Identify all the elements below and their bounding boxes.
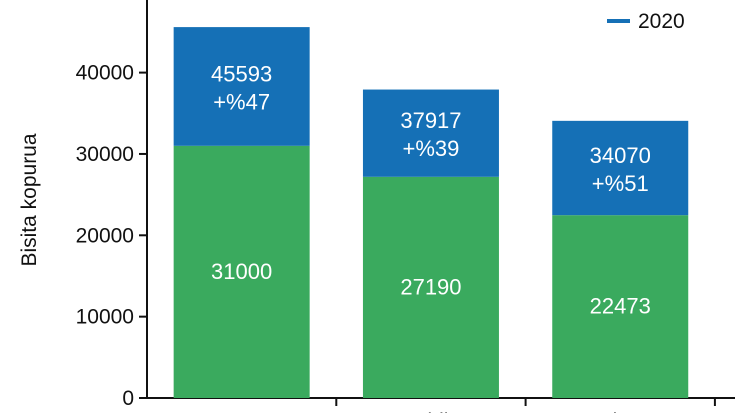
y-tick-label: 50000 <box>76 0 134 3</box>
bar-total-label: 37917 <box>400 108 461 133</box>
y-axis-title: Bisita kopurua <box>18 133 41 266</box>
x-tick-label: Apirila <box>402 410 461 413</box>
x-tick-label: Maiatza <box>583 410 657 413</box>
bar-change-label: +%51 <box>592 171 649 196</box>
y-tick-label: 20000 <box>76 224 134 247</box>
y-tick-label: 30000 <box>76 143 134 166</box>
chart-axes: 0 10000 20000 30000 40000 50000 Martxoa Apirila… <box>76 0 735 413</box>
bar-value-label: 31000 <box>211 259 272 284</box>
bar-total-label: 45593 <box>211 61 272 86</box>
y-tick-label: 40000 <box>76 62 134 85</box>
bar-segment-base <box>362 176 499 398</box>
legend-label-2020: 2020 <box>638 10 685 33</box>
bar-total-label: 34070 <box>590 143 651 168</box>
chart-bars <box>173 27 689 398</box>
bar-segment-base <box>173 145 310 398</box>
y-tick-label: 0 <box>122 387 134 410</box>
x-tick-label: Martxoa <box>204 410 280 413</box>
bar-segment-2020 <box>552 120 689 216</box>
bar-value-label: 22473 <box>590 294 651 319</box>
bar-segment-2020 <box>173 27 310 146</box>
bar-value-label: 27190 <box>400 274 461 299</box>
chart-legend: 2020 <box>607 10 685 33</box>
y-tick-label: 10000 <box>76 306 134 329</box>
bar-change-label: +%47 <box>213 89 270 114</box>
chart-data-labels: 31000 45593 +%47 27190 37917 +%39 22473 34070 +%… <box>211 61 651 318</box>
bar-segment-base <box>552 215 689 398</box>
bar-segment-2020 <box>362 89 499 177</box>
bar-change-label: +%39 <box>403 136 460 161</box>
